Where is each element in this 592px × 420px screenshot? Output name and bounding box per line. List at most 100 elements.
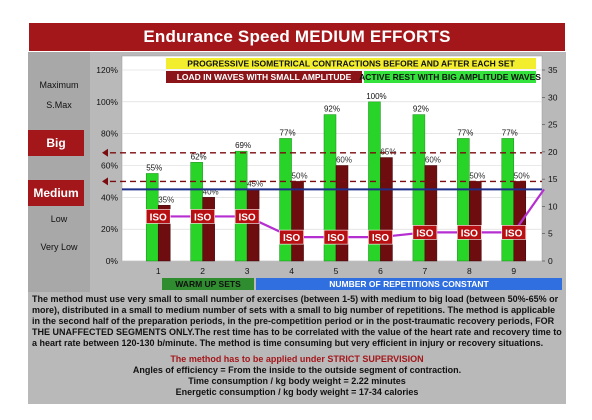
iso-label: ISO (150, 212, 167, 223)
data-label-load: 60% (336, 156, 352, 165)
x-tick-label: 6 (378, 266, 383, 276)
bar-load (335, 165, 349, 262)
iso-line (158, 188, 545, 239)
x-axis: 1 2 3 4 5 6 7 8 9 (156, 266, 517, 276)
iso-label: ISO (461, 228, 478, 239)
banner-left-text: LOAD IN WAVES WITH SMALL AMPLITUDE (177, 72, 352, 82)
supervision-note: The method has to be applied under STRIC… (170, 354, 424, 364)
left-tick-label: 0% (106, 256, 119, 266)
banner-top-text: PROGRESSIVE ISOMETRICAL CONTRACTIONS BEF… (187, 59, 515, 69)
iso-marker (323, 229, 349, 245)
bar-load (513, 181, 527, 262)
scale-smax: S.Max (46, 100, 72, 110)
left-tick-label: 60% (101, 161, 118, 171)
iso-label: ISO (416, 228, 433, 239)
data-label-active-rest: 92% (324, 105, 340, 114)
x-tick-label: 8 (467, 266, 472, 276)
x-tick-label: 5 (334, 266, 339, 276)
scale-very-low: Very Low (40, 242, 78, 252)
energy-note: Energetic consumption / kg body weight =… (175, 387, 419, 397)
iso-label: ISO (238, 212, 255, 223)
iso-marker (145, 209, 171, 224)
data-label-load: 65% (380, 148, 396, 157)
right-tick-label: 30 (548, 92, 558, 102)
banner-right-text: ACTIVE REST WITH BIG AMPLITUDE WAVES (359, 72, 541, 82)
warm-up-label: WARM UP SETS (175, 279, 241, 289)
iso-label: ISO (283, 233, 300, 244)
warm-up-band (162, 278, 254, 290)
left-tick-label: 40% (101, 192, 118, 202)
iso-label: ISO (327, 233, 344, 244)
data-label-active-rest: 77% (457, 128, 473, 137)
data-label-active-rest: 69% (235, 141, 251, 150)
x-tick-label: 4 (289, 266, 294, 276)
iso-marker (234, 209, 260, 224)
bar-load (424, 165, 438, 262)
right-tick-label: 5 (548, 229, 553, 239)
right-axis: 0 5 10 15 20 25 30 35 (542, 65, 558, 266)
left-tick-label: 20% (101, 224, 118, 234)
iso-marker (368, 229, 393, 245)
left-tick-label: 100% (96, 97, 118, 107)
bar-load (246, 189, 260, 262)
iso-marker (457, 225, 482, 240)
dashed-arrow-lower (102, 177, 108, 186)
scale-medium: Medium (28, 180, 84, 206)
data-label-load: 50% (292, 171, 308, 180)
iso-marker (190, 209, 215, 224)
bar-load (291, 181, 304, 262)
data-label-active-rest: 77% (280, 128, 296, 137)
left-tick-label: 80% (101, 129, 118, 139)
x-tick-label: 2 (200, 266, 205, 276)
iso-label: ISO (372, 233, 389, 244)
data-label-active-rest: 77% (502, 128, 518, 137)
footer-block: The method has to be applied under STRIC… (28, 354, 566, 398)
right-tick-label: 25 (548, 120, 558, 130)
repetitions-band (256, 278, 562, 290)
reference-lines (102, 148, 542, 191)
banner-left (166, 71, 362, 83)
data-label-load: 35% (158, 195, 174, 204)
right-tick-label: 35 (548, 65, 558, 75)
data-label-active-rest: 62% (191, 152, 207, 161)
iso-markers: ISO ISO ISO ISO ISO ISO ISO ISO ISO (145, 188, 545, 245)
data-label-load: 60% (425, 156, 441, 165)
iso-marker (501, 225, 527, 240)
bar-active-rest (501, 138, 515, 262)
data-label-load: 50% (514, 171, 530, 180)
banner-right (364, 71, 536, 83)
chart-area: Maximum S.Max Big Medium Low Very Low 0%… (28, 52, 566, 292)
iso-marker (412, 225, 438, 240)
dashed-arrow-upper (102, 148, 108, 157)
time-note: Time consumption / kg body weight = 2.22… (188, 376, 406, 386)
right-tick-label: 15 (548, 174, 558, 184)
data-label-active-rest: 55% (146, 163, 162, 172)
scale-low: Low (50, 214, 68, 224)
description-text: The method must use very small to small … (32, 294, 562, 348)
x-tick-label: 9 (511, 266, 516, 276)
bar-load (380, 157, 393, 262)
repetitions-label: NUMBER OF REPETITIONS CONSTANT (329, 279, 489, 289)
iso-marker (279, 229, 304, 245)
x-tick-label: 3 (245, 266, 250, 276)
slide-frame: Endurance Speed MEDIUM EFFORTS Maximum S… (28, 22, 566, 404)
angles-note: Angles of efficiency = From the inside t… (132, 365, 462, 375)
left-axis: 0% 20% 40% 60% 80% 100% 120% (96, 65, 118, 266)
right-tick-label: 0 (548, 256, 553, 266)
bar-active-rest (457, 138, 470, 262)
intensity-scale: Maximum S.Max Big Medium Low Very Low (28, 52, 90, 292)
data-label-active-rest: 100% (366, 92, 386, 101)
bar-load (202, 197, 215, 262)
data-label-load: 45% (247, 179, 263, 188)
page-title: Endurance Speed MEDIUM EFFORTS (28, 22, 566, 52)
bar-active-rest (234, 150, 248, 262)
scale-maximum: Maximum (39, 80, 79, 90)
iso-label: ISO (505, 228, 522, 239)
x-tick-label: 1 (156, 266, 161, 276)
banner-top (166, 58, 536, 69)
right-tick-label: 10 (548, 201, 558, 211)
x-tick-label: 7 (423, 266, 428, 276)
bar-load (469, 181, 482, 262)
description-block: The method must use very small to small … (32, 294, 564, 349)
